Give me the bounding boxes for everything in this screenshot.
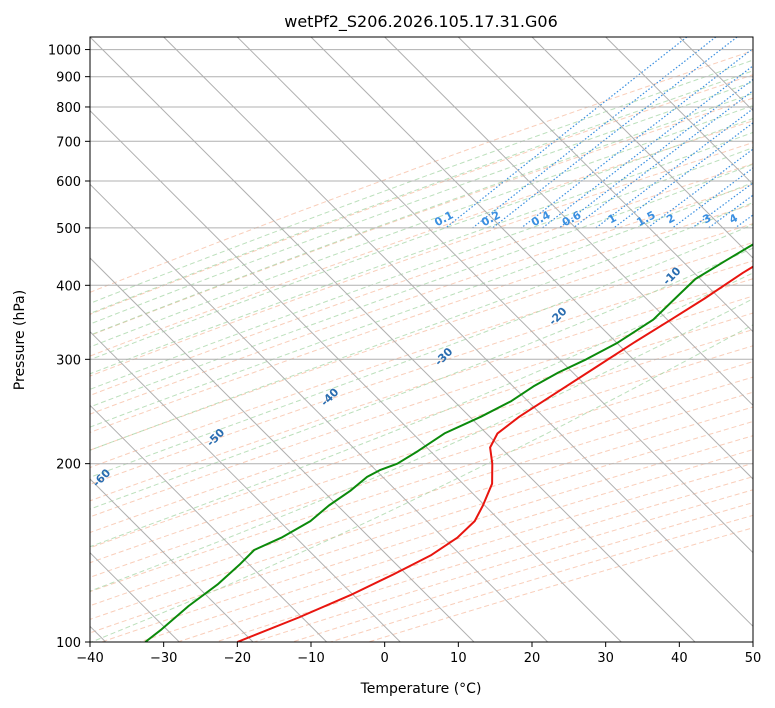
dry-adiabat	[90, 361, 753, 578]
x-tick-label: 40	[671, 651, 688, 666]
y-tick-label: 100	[56, 636, 81, 651]
y-tick-label: 300	[56, 353, 81, 368]
mixing-ratio-label: 6	[766, 211, 775, 226]
isotherm	[90, 37, 696, 642]
moist-adiabat	[90, 247, 753, 510]
mixing-ratio-line	[472, 37, 717, 229]
isotherm	[605, 37, 753, 186]
mixing-ratio-line	[520, 47, 753, 229]
y-axis-label: Pressure (hPa)	[12, 290, 28, 390]
y-tick-label: 900	[56, 71, 81, 86]
mixing-ratio-line	[756, 37, 775, 228]
y-axis-ticks: 100 200 300 400 500 600 700 800 900 1000	[48, 44, 90, 651]
isotherm	[163, 37, 753, 628]
moist-adiabat	[90, 81, 753, 325]
dry-adiabat	[90, 97, 753, 337]
isotherm	[90, 478, 254, 642]
moist-adiabats	[90, 59, 753, 642]
x-tick-label: 50	[745, 651, 762, 666]
dry-adiabats	[90, 50, 753, 642]
y-tick-label: 400	[56, 279, 81, 294]
dry-adiabat	[90, 241, 753, 469]
y-tick-label: 500	[56, 222, 81, 237]
dry-adiabat	[90, 223, 753, 451]
y-tick-label: 700	[56, 135, 81, 150]
mixing-ratio-lines	[445, 37, 775, 229]
y-tick-label: 1000	[48, 44, 81, 59]
x-tick-label: −20	[224, 651, 251, 666]
chart-title: wetPf2_S206.2026.105.17.31.G06	[284, 12, 558, 32]
moist-adiabat	[90, 70, 753, 315]
x-tick-label: 10	[450, 651, 467, 666]
moist-adiabat	[90, 223, 753, 478]
dry-adiabat	[90, 278, 753, 502]
y-tick-label: 200	[56, 458, 81, 473]
x-tick-label: 30	[597, 651, 614, 666]
x-tick-label: −10	[297, 651, 324, 666]
y-tick-label: 800	[56, 101, 81, 116]
mixing-ratio-line	[595, 107, 753, 229]
plot-area	[90, 37, 753, 642]
dry-adiabat	[90, 376, 753, 593]
plot-content: -100-90-80-70-60-50-40-30-20-10010203040…	[90, 37, 775, 642]
isotherm	[310, 37, 753, 480]
x-tick-label: 20	[524, 651, 541, 666]
isotherm	[90, 183, 549, 642]
isotherm	[236, 37, 753, 554]
moist-adiabat	[90, 131, 753, 375]
moist-adiabat	[90, 105, 753, 348]
y-tick-label: 600	[56, 175, 81, 190]
mixing-ratio-line	[691, 182, 753, 229]
dry-adiabat	[90, 391, 753, 607]
dry-adiabat	[90, 163, 753, 396]
x-axis-ticks: −40 −30 −20 −10 0 10 20 30 40 50	[76, 642, 761, 666]
dry-adiabat	[90, 345, 753, 564]
x-tick-label: −30	[150, 651, 177, 666]
isotherm	[90, 109, 622, 642]
dry-adiabat	[90, 50, 753, 293]
isotherm	[384, 37, 753, 407]
mixing-ratio-line	[542, 65, 753, 229]
isotherm	[457, 37, 753, 333]
dewpoint-line	[144, 243, 753, 642]
moist-adiabat	[90, 181, 753, 428]
isotherm	[90, 257, 475, 642]
isotherms	[90, 37, 753, 642]
plot-frame	[89, 36, 754, 643]
dry-adiabat	[90, 312, 753, 534]
dry-adiabat	[90, 329, 753, 549]
dry-adiabat	[90, 142, 753, 377]
isotherm	[531, 37, 753, 259]
temperature-line	[236, 265, 753, 642]
x-tick-label: 0	[381, 651, 389, 666]
mixing-ratio-line	[672, 167, 753, 229]
sounding-series	[144, 243, 753, 642]
moist-adiabat	[90, 202, 753, 451]
dry-adiabat	[90, 260, 753, 485]
mixing-ratio-line	[445, 37, 688, 229]
dry-adiabat	[90, 295, 753, 518]
mixing-ratio-line	[492, 37, 738, 229]
mixing-ratio-line	[613, 122, 753, 229]
isobars	[90, 49, 753, 642]
isotherm	[90, 330, 401, 642]
x-tick-label: −40	[76, 651, 103, 666]
moist-adiabat	[90, 117, 753, 361]
isotherm	[90, 404, 328, 642]
x-axis-label: Temperature (°C)	[360, 681, 482, 697]
isotherm	[752, 37, 753, 38]
